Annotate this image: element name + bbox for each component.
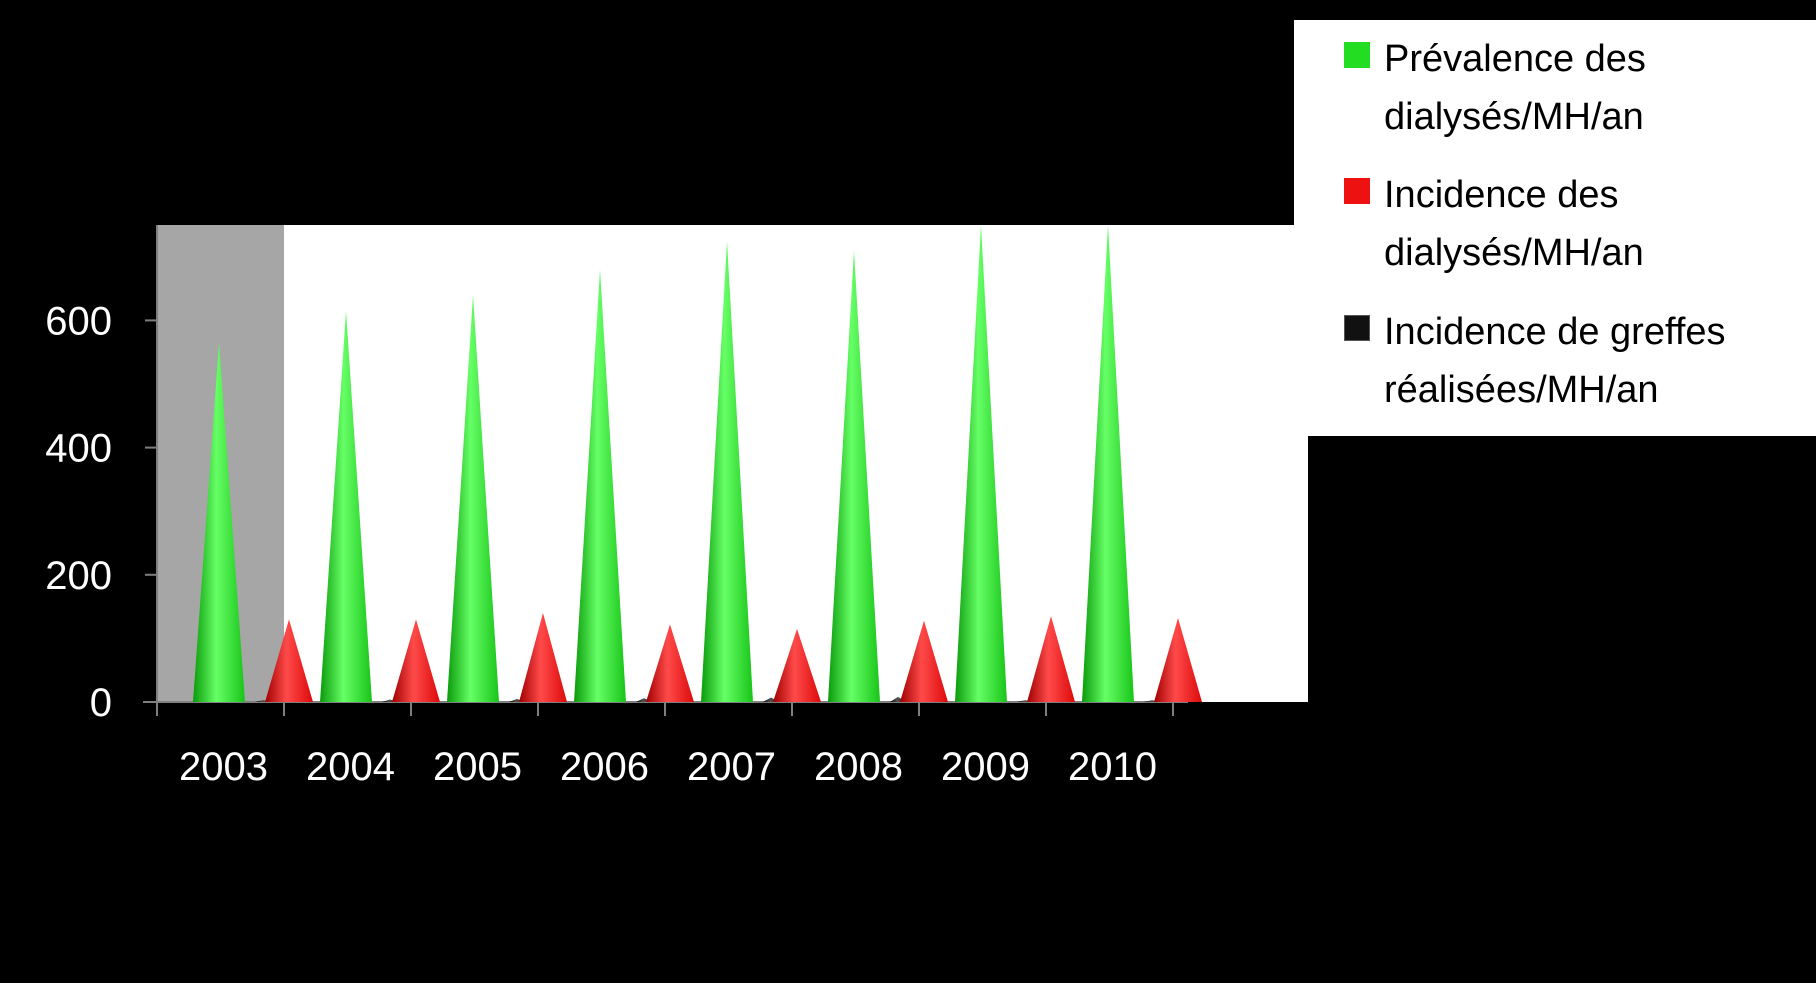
cone-prevalence-2005 [447, 294, 499, 702]
x-tick-label: 2003 [179, 745, 268, 789]
x-tick-label: 2006 [560, 745, 649, 789]
x-tick-label: 2004 [306, 745, 395, 789]
cone-incidence-dialyses-2009 [1027, 616, 1075, 702]
cone-incidence-dialyses-2007 [773, 628, 821, 702]
cone-incidence-dialyses-2010 [1154, 618, 1202, 702]
black-square-icon [1344, 315, 1370, 341]
legend: Prévalence des dialysés/MH/an Incidence … [1294, 20, 1816, 436]
green-square-icon [1344, 42, 1370, 68]
red-square-icon [1344, 178, 1370, 204]
x-tick-label: 2010 [1068, 745, 1157, 789]
cone-prevalence-2006 [574, 269, 626, 702]
legend-label-incidence-greffes: Incidence de greffes réalisées/MH/an [1384, 311, 1726, 411]
cone-prevalence-2004 [320, 310, 372, 702]
y-tick-label: 400 [45, 427, 112, 471]
legend-label-incidence-dialyses: Incidence des dialysés/MH/an [1384, 174, 1644, 274]
x-tick-label: 2009 [941, 745, 1030, 789]
x-tick-label: 2007 [687, 745, 776, 789]
cone-incidence-dialyses-2005 [519, 612, 567, 702]
cone-prevalence-2008 [828, 250, 880, 702]
cone-incidence-dialyses-2008 [900, 620, 948, 702]
cone-incidence-dialyses-2003 [265, 619, 313, 702]
y-tick-label: 0 [90, 681, 112, 725]
cone-prevalence-2010 [1082, 225, 1134, 702]
cone-prevalence-2009 [955, 225, 1007, 702]
legend-label-prevalence: Prévalence des dialysés/MH/an [1384, 38, 1646, 138]
cone-prevalence-2003 [193, 342, 245, 702]
cone-incidence-dialyses-2006 [646, 624, 694, 702]
y-tick-label: 200 [45, 554, 112, 598]
y-tick-label: 600 [45, 299, 112, 343]
cone-prevalence-2007 [701, 240, 753, 702]
x-tick-label: 2008 [814, 745, 903, 789]
x-tick-label: 2005 [433, 745, 522, 789]
cone-incidence-dialyses-2004 [392, 619, 440, 702]
